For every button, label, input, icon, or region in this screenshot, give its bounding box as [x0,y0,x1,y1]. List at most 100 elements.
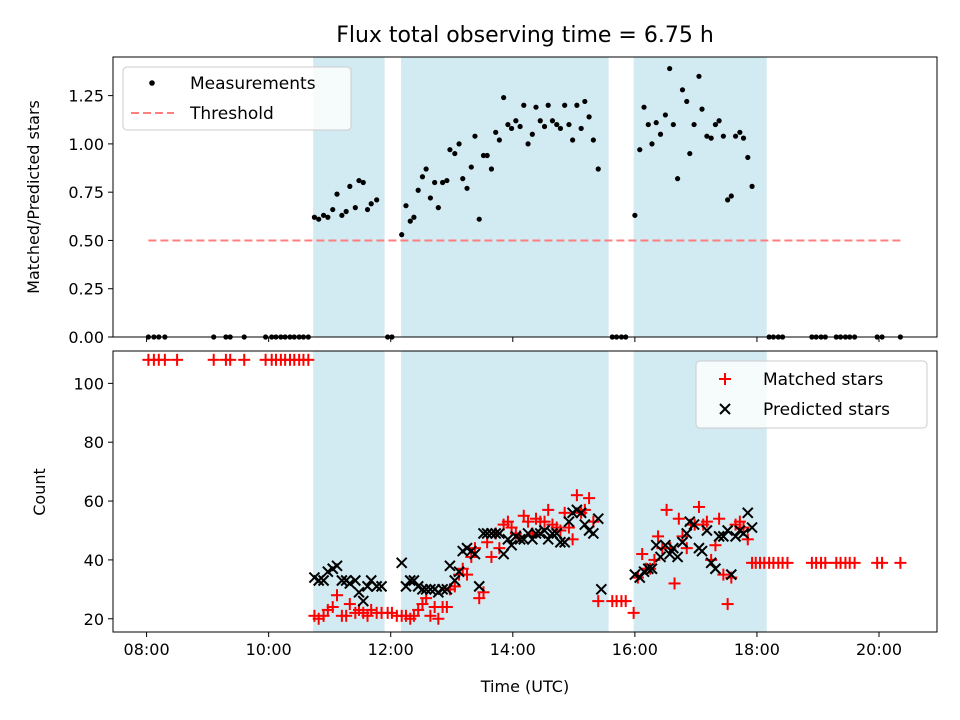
matched-stars-point [848,556,861,569]
measurements-point [570,137,576,143]
measurements-point [732,133,739,139]
predicted-stars-point [526,533,539,546]
predicted-stars-point [709,563,722,575]
measurements-legend-marker [149,80,155,86]
matched-stars-point [781,556,794,569]
predicted-stars-point [688,518,700,531]
matched-stars-point [876,556,889,569]
measurements-point [637,147,643,153]
predicted-stars-point [505,539,518,551]
measurements-point [374,197,380,203]
measurements-point [749,183,755,189]
measurements-point [696,73,702,79]
predicted-stars-point [563,515,575,528]
measurements-point [476,216,482,222]
measurements-point [699,106,705,112]
predicted-stars-point [441,583,453,596]
predicted-stars-point [489,527,502,540]
predicted-stars-point [721,524,734,537]
predicted-stars-point [654,551,667,563]
x-tick-label: 14:00 [490,640,536,659]
measurements-point [574,102,580,108]
ratio-plot-frame [112,56,938,338]
measurements-point [545,102,551,108]
predicted-stars-point [575,507,587,519]
predicted-legend-label: Predicted stars [763,400,890,420]
count-y-tick-label: 60 [84,492,104,511]
measurements-point [745,154,751,161]
matched-stars-point [538,515,551,528]
measurements-point [427,195,433,201]
measurements-point [595,166,601,172]
measurements-point [440,179,446,186]
ratio-y-ticks: 0.00 0.25 0.50 0.75 1.00 1.25 [68,87,113,347]
x-tick-label: 08:00 [124,640,170,659]
count-y-ticks: 20 40 60 80 100 [73,374,113,629]
ratio-panel: 0.00 0.25 0.50 0.75 1.00 1.25 Matched/Predict… [24,56,938,347]
ratio-y-tick-label: 0.25 [68,280,104,299]
measurements-point [720,133,726,139]
measurements-point [632,212,638,218]
ratio-y-tick-label: 1.00 [68,135,104,154]
ratio-legend: Measurements Threshold [122,66,352,131]
matched-stars-point [636,548,649,561]
predicted-stars-point [587,527,600,540]
predicted-stars-point [404,574,416,587]
predicted-stars-point [746,521,758,534]
matched-stars-point [713,512,726,525]
measurements-point [444,177,450,184]
predicted-stars-point [729,530,742,543]
measurements-point [447,147,453,153]
predicted-stars-point [595,583,608,596]
predicted-stars-point [634,571,646,584]
ratio-observing-window [633,57,767,337]
measurements-point [645,121,651,128]
predicted-stars-point [538,524,551,537]
matched-stars-point [326,600,339,613]
matched-stars-point [672,512,685,525]
predicted-stars-point [558,536,571,548]
matched-stars-point [542,503,555,516]
measurements-point [557,125,564,132]
matched-stars-point [570,489,583,502]
matched-stars-point [700,515,713,528]
predicted-stars-point [667,542,680,554]
measurements-point [554,121,560,128]
measurements-point [339,212,345,218]
x-tick-label: 18:00 [734,640,780,659]
measurements-point [670,121,676,128]
measurements-point [356,177,362,184]
measurements-point [419,174,426,180]
measurements-point [432,179,438,186]
matched-stars-point [592,595,605,608]
measurements-point [325,214,331,220]
matched-stars-point [224,353,237,366]
measurements-point [452,150,458,157]
measurements-point [521,102,527,108]
predicted-stars-point [551,527,563,540]
measurements-point [537,118,543,124]
ratio-observing-window [401,57,609,337]
measurements-point [435,205,441,211]
measurements-point [488,166,495,172]
predicted-stars-point [375,580,388,593]
predicted-stars-point [676,536,689,548]
predicted-stars-point [642,563,655,575]
predicted-stars-point [713,530,725,543]
measurements-point [525,141,531,147]
measurements-legend-label: Measurements [190,74,316,94]
matched-stars-point [485,550,498,563]
predicted-stars-point [717,530,730,543]
measurements-point [347,183,353,189]
measurements-point [508,125,515,132]
predicted-stars-point [518,533,530,546]
predicted-stars-point [336,574,348,587]
matched-stars-point [365,603,378,616]
measurements-point [549,118,556,124]
predicted-stars-point [705,557,717,569]
predicted-stars-point [493,527,506,540]
predicted-stars-point [696,545,708,557]
predicted-stars-point [579,518,591,531]
ratio-y-tick-label: 1.25 [68,87,104,106]
measurements-point [352,205,358,211]
